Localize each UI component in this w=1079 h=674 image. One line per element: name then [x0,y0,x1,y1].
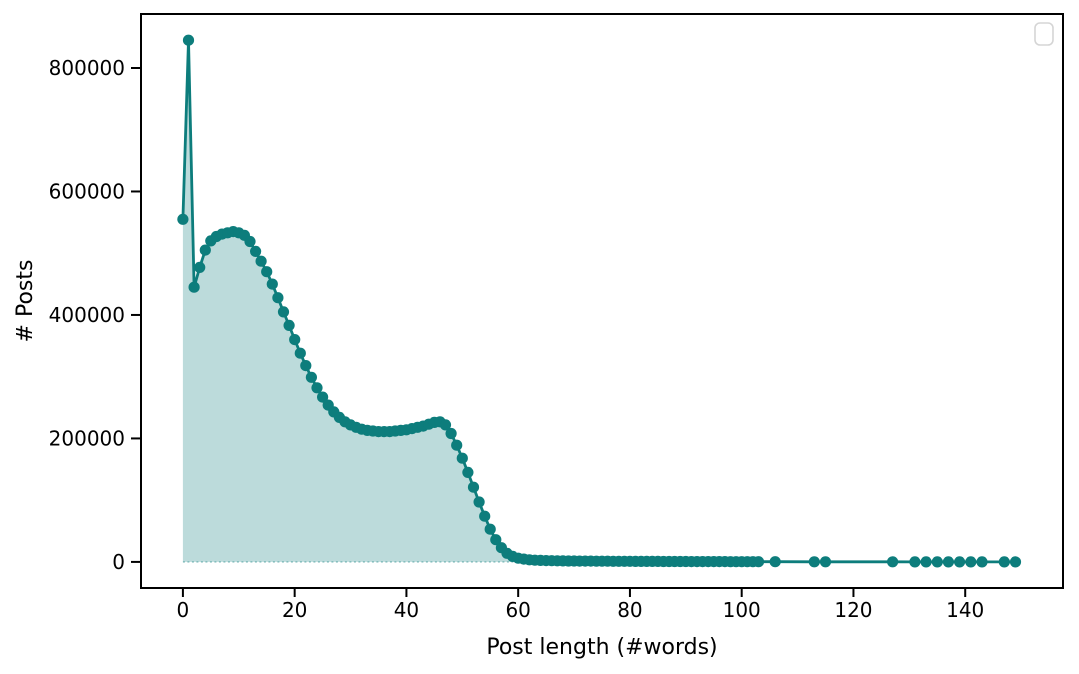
data-point [272,292,284,304]
data-point [277,306,290,318]
data-point [954,556,966,568]
data-point [266,278,278,290]
x-tick-label: 40 [394,598,419,622]
data-point [942,556,955,568]
data-point [439,419,452,431]
data-point [976,556,988,568]
plot-border [140,13,1064,589]
data-point [467,481,480,493]
data-point [479,510,491,522]
y-tick-label: 400000 [49,303,125,327]
data-point [194,261,206,273]
data-point [445,427,457,440]
data-point [965,556,977,568]
data-point [931,556,943,568]
data-point [909,556,921,568]
y-tick-label: 600000 [49,179,125,203]
plot-area: 0 20 40 60 80 100 120 140 0 200000 400000 600000 800… [49,13,1064,622]
data-point [255,255,267,267]
data-point [261,266,273,278]
data-point [244,235,256,248]
x-tick-label: 0 [177,598,190,622]
data-point [473,496,485,508]
data-point [819,556,832,568]
data-point [752,556,765,568]
y-axis-label: # Posts [13,260,38,343]
data-point [177,213,189,225]
y-tick-label: 800000 [49,56,125,80]
data-point [289,334,301,346]
x-axis-label: Post length (#words) [486,635,717,660]
data-point [808,556,820,568]
data-point [188,281,200,293]
data-point [769,556,781,568]
y-tick-label: 200000 [49,426,125,450]
x-tick-label: 140 [946,598,984,622]
data-point [305,371,317,383]
data-point [294,347,306,359]
data-point [311,382,323,394]
legend-empty-box [1034,22,1054,46]
data-point [250,245,262,257]
y-tick-label: 0 [112,550,125,574]
data-point [317,391,329,403]
x-tick-label: 120 [834,598,872,622]
data-point [300,360,312,372]
data-point [920,556,932,568]
x-tick-label: 80 [617,598,642,622]
data-point [484,523,496,535]
data-point [887,556,899,568]
x-tick-label: 100 [723,598,761,622]
data-point [490,534,502,546]
data-point [451,439,463,451]
data-point [283,319,295,331]
data-point [1009,556,1022,568]
data-point [456,452,468,464]
x-tick-label: 60 [505,598,530,622]
data-point [182,34,195,46]
x-tick-label: 20 [282,598,307,622]
area-fill [182,40,1016,562]
data-point [199,244,211,256]
data-point [998,556,1010,568]
data-point [462,466,474,478]
